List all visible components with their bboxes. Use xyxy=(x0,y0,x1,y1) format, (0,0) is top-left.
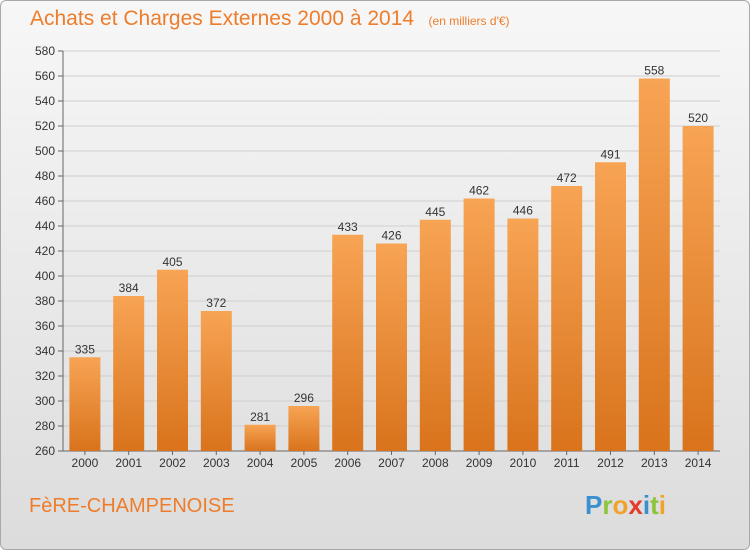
bar xyxy=(682,126,714,451)
title-row: Achats et Charges Externes 2000 à 2014 (… xyxy=(30,7,510,31)
value-labels: 335 384 405 372 281 296 433 426 445 462 446 472 491 5… xyxy=(75,64,709,424)
x-tick-label: 2000 xyxy=(72,456,99,470)
y-tick-label: 520 xyxy=(35,119,55,133)
bar xyxy=(157,269,188,451)
bar xyxy=(113,296,145,451)
x-tick-label: 2006 xyxy=(334,456,361,470)
y-tick-label: 560 xyxy=(35,69,55,83)
bar-value-label: 520 xyxy=(688,111,708,125)
logo-letter: P xyxy=(585,490,603,520)
x-tick-label: 2011 xyxy=(554,456,580,470)
logo-letter: o xyxy=(612,490,629,520)
y-tick-label: 380 xyxy=(35,294,55,308)
y-tick-label: 400 xyxy=(35,269,55,283)
bar xyxy=(332,234,364,451)
logo-letter: i xyxy=(642,490,651,520)
bar xyxy=(507,218,539,451)
chart-title: Achats et Charges Externes 2000 à 2014 xyxy=(30,7,415,30)
bar xyxy=(244,424,276,451)
bar xyxy=(376,243,407,451)
y-tick-label: 260 xyxy=(35,444,55,458)
bar-value-label: 384 xyxy=(119,281,139,295)
bar-value-label: 491 xyxy=(600,147,620,161)
logo-letter: x xyxy=(628,490,643,520)
bar xyxy=(69,357,101,451)
bar-value-label: 335 xyxy=(75,342,95,356)
x-tick-label: 2001 xyxy=(115,456,142,470)
bars xyxy=(69,78,714,451)
y-tick-label: 340 xyxy=(35,344,55,358)
x-tick-label: 2012 xyxy=(597,456,624,470)
x-tick-label: 2004 xyxy=(247,456,274,470)
x-tick-label: 2007 xyxy=(378,456,405,470)
x-tick-label: 2014 xyxy=(685,456,712,470)
y-tick-label: 540 xyxy=(35,94,55,108)
bar-value-label: 426 xyxy=(381,229,401,243)
logo-letter: t xyxy=(650,490,659,520)
y-tick-label: 460 xyxy=(35,194,55,208)
bar-value-label: 472 xyxy=(557,171,577,185)
bar-value-label: 281 xyxy=(250,410,270,424)
x-tick-label: 2002 xyxy=(159,456,186,470)
commune-name: FèRE-CHAMPENOISE xyxy=(29,495,235,517)
bar-value-label: 296 xyxy=(294,391,314,405)
x-tick-label: 2008 xyxy=(422,456,449,470)
bar-value-label: 405 xyxy=(162,255,182,269)
bar-value-label: 372 xyxy=(206,296,226,310)
y-tick-label: 320 xyxy=(35,369,55,383)
x-tick-label: 2010 xyxy=(510,456,537,470)
y-tick-label: 300 xyxy=(35,394,55,408)
x-tick-label: 2003 xyxy=(203,456,230,470)
bar xyxy=(595,162,626,451)
bar xyxy=(551,186,583,451)
bar-value-label: 433 xyxy=(338,220,358,234)
bar xyxy=(288,406,320,451)
y-tick-label: 500 xyxy=(35,144,55,158)
y-tick-label: 480 xyxy=(35,169,55,183)
logo-letter: i xyxy=(658,490,666,520)
bar xyxy=(463,198,495,451)
bar xyxy=(419,219,451,451)
x-tick-labels: 2000 2001 2002 2003 2004 2005 2006 2007 2008 2009… xyxy=(72,451,712,470)
bar-value-label: 446 xyxy=(513,204,533,218)
y-tick-label: 580 xyxy=(35,44,55,58)
x-tick-label: 2009 xyxy=(466,456,493,470)
chart-units: (en milliers d'€) xyxy=(428,14,510,28)
y-tick-label: 420 xyxy=(35,244,55,258)
logo-letter: r xyxy=(602,490,613,520)
y-tick-label: 440 xyxy=(35,219,55,233)
bar-value-label: 558 xyxy=(644,64,664,78)
x-tick-label: 2013 xyxy=(641,456,668,470)
y-tick-labels: 260 280 300 320 340 360 380 400 420 440 460 480 500 5… xyxy=(35,44,55,458)
bar xyxy=(638,78,670,451)
y-tick-label: 360 xyxy=(35,319,55,333)
bar-value-label: 445 xyxy=(425,205,445,219)
bar xyxy=(200,311,232,451)
x-tick-label: 2005 xyxy=(291,456,318,470)
y-tick-label: 280 xyxy=(35,419,55,433)
proxiti-logo: Proxiti xyxy=(585,490,666,521)
bar-value-label: 462 xyxy=(469,184,489,198)
